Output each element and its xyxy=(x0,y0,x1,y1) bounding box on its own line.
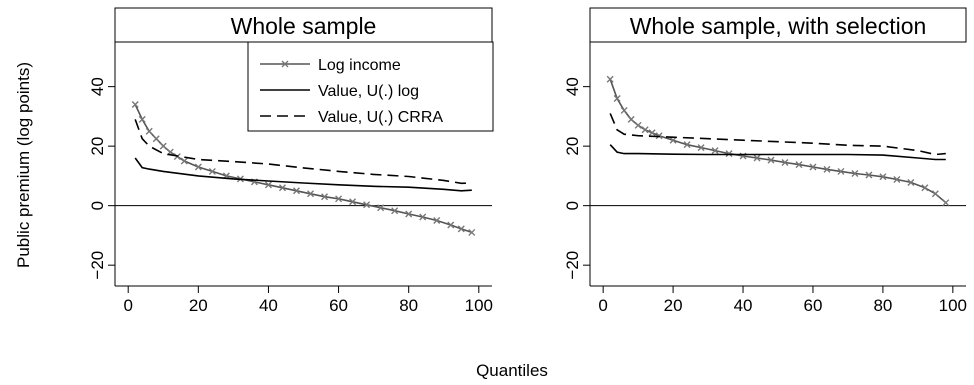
y-tick-label: 40 xyxy=(88,77,107,96)
log-income-marker xyxy=(931,190,939,198)
log-income-marker xyxy=(781,159,789,167)
panel-title-box xyxy=(589,7,967,43)
log-income-marker xyxy=(697,144,705,152)
panel-title: Whole sample xyxy=(231,13,377,39)
log-income-marker xyxy=(753,154,761,162)
log-income-marker xyxy=(634,121,642,129)
log-income-marker xyxy=(669,136,677,144)
log-income-marker xyxy=(648,129,656,137)
x-tick-label: 0 xyxy=(598,296,607,315)
legend-box xyxy=(247,41,494,132)
log-income-marker xyxy=(907,178,915,186)
log-income-marker xyxy=(711,147,719,155)
y-tick-label: −20 xyxy=(88,251,107,280)
x-tick-label: 60 xyxy=(804,296,823,315)
y-axis-title: Public premium (log points) xyxy=(14,62,33,268)
log-income-marker xyxy=(264,181,272,189)
log-income-marker xyxy=(795,161,803,169)
log-income-marker xyxy=(180,157,188,165)
log-income-marker xyxy=(921,184,929,192)
panel-title: Whole sample, with selection xyxy=(630,13,927,39)
legend-label: Log income xyxy=(318,57,401,74)
log-income-marker xyxy=(447,221,455,229)
log-income-marker xyxy=(307,190,315,198)
log-income-marker xyxy=(725,150,733,158)
log-income-marker xyxy=(613,95,621,103)
log-income-marker xyxy=(865,171,873,179)
legend-label: Value, U(.) CRRA xyxy=(318,109,443,126)
log-income-marker xyxy=(823,165,831,173)
y-tick-label: 40 xyxy=(563,77,582,96)
log-income-marker xyxy=(879,173,887,181)
log-income-marker xyxy=(159,142,167,150)
chart-panels: Whole sample −20 0 20 40 0 20 40 60 80 100 Log inco… xyxy=(88,7,967,315)
log-income-marker xyxy=(942,199,950,207)
log-income-marker xyxy=(138,115,146,123)
log-income-marker xyxy=(194,163,202,171)
log-income-marker xyxy=(152,135,160,143)
legend-label: Value, U(.) log xyxy=(318,83,419,100)
x-tick-label: 80 xyxy=(399,296,418,315)
y-tick-label: 20 xyxy=(563,137,582,156)
log-income-marker xyxy=(837,167,845,175)
log-income-marker xyxy=(131,100,139,108)
log-income-marker xyxy=(893,175,901,183)
panel-title-box xyxy=(114,7,493,43)
legend: Log income Value, U(.) log Value, U(.) CRR… xyxy=(247,41,494,132)
x-tick-label: 20 xyxy=(664,296,683,315)
log-income-marker xyxy=(767,156,775,164)
log-income-marker xyxy=(641,126,649,134)
log-income-marker xyxy=(683,141,691,149)
x-tick-label: 60 xyxy=(329,296,348,315)
log-income-marker xyxy=(391,207,399,215)
legend-marker xyxy=(281,60,289,68)
x-tick-label: 20 xyxy=(189,296,208,315)
y-tick-label: 0 xyxy=(563,201,582,210)
log-income-marker xyxy=(363,201,371,209)
x-tick-label: 0 xyxy=(123,296,132,315)
log-income-marker xyxy=(627,115,635,123)
series-value-crra-line xyxy=(134,119,472,185)
y-tick-label: 0 xyxy=(88,201,107,210)
x-tick-label: 40 xyxy=(259,296,278,315)
log-income-marker xyxy=(606,75,614,83)
x-tick-label: 100 xyxy=(465,296,493,315)
log-income-marker xyxy=(809,163,817,171)
log-income-marker xyxy=(335,195,343,203)
x-tick-label: 80 xyxy=(873,296,892,315)
y-tick-label: −20 xyxy=(563,251,582,280)
log-income-marker xyxy=(145,127,153,135)
log-income-marker xyxy=(620,106,628,114)
series-value-log-line xyxy=(134,157,472,192)
log-income-marker xyxy=(433,217,441,225)
x-axis-title: Quantiles xyxy=(476,361,548,380)
log-income-marker xyxy=(377,204,385,212)
series-value-crra-line xyxy=(609,113,946,156)
panel-2: Whole sample, with selection −20 0 20 40 0 20 4… xyxy=(563,7,967,315)
log-income-marker xyxy=(851,170,859,178)
log-income-marker xyxy=(208,167,216,175)
panel-1: Whole sample −20 0 20 40 0 20 40 60 80 100 Log inco… xyxy=(88,7,494,315)
log-income-marker xyxy=(292,187,300,195)
log-income-marker xyxy=(468,228,476,236)
series-value-log-line xyxy=(609,144,946,161)
log-income-marker xyxy=(321,193,329,201)
log-income-marker xyxy=(419,213,427,221)
y-tick-label: 20 xyxy=(88,137,107,156)
x-tick-label: 100 xyxy=(939,296,967,315)
log-income-marker xyxy=(278,184,286,192)
log-income-marker xyxy=(655,132,663,140)
log-income-marker xyxy=(457,225,465,233)
x-tick-label: 40 xyxy=(734,296,753,315)
log-income-marker xyxy=(349,198,357,206)
log-income-marker xyxy=(405,210,413,218)
